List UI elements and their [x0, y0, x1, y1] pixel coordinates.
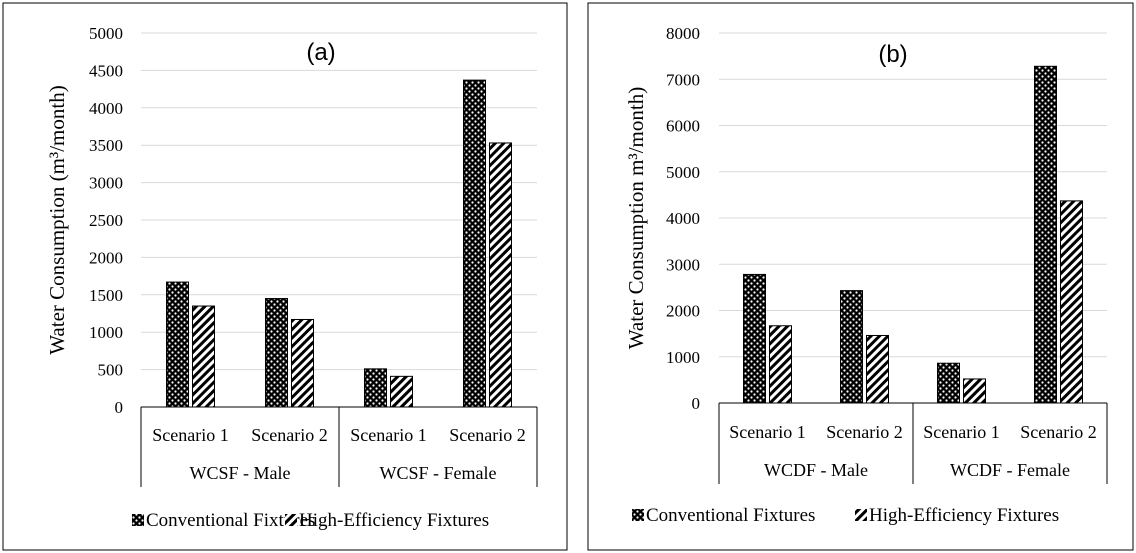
panel-a-bar-conventional: [166, 281, 189, 408]
chart-panel-a: 0 500 1000 1500 2000 2500 3000 3500 4000 4500 5000…: [2, 2, 568, 551]
panel-a-bar-conventional: [463, 79, 486, 408]
panel-a-category-label: Scenario 2: [251, 425, 327, 445]
panel-b-label: (b): [878, 41, 907, 68]
panel-b-legend-conventional-swatch: [632, 509, 644, 521]
panel-a-y-tick-label: 2500: [89, 211, 123, 230]
panel-a-category-label: Scenario 1: [350, 425, 426, 445]
panel-b-category-label: Scenario 2: [1020, 422, 1096, 442]
panel-b-legend-high-efficiency: High-Efficiency Fixtures: [869, 505, 1059, 526]
panel-a-bar-conventional: [265, 298, 288, 408]
panel-a-bar-high-efficiency: [291, 318, 314, 408]
panel-b-y-tick-label: 1000: [666, 348, 700, 367]
panel-b-legend: Conventional Fixtures High-Efficiency Fi…: [632, 505, 1059, 526]
panel-b-y-tick-label: 3000: [666, 255, 700, 274]
panel-a-bar-conventional: [364, 368, 387, 408]
panel-a-legend: Conventional Fixtures High-Efficiency Fi…: [132, 510, 489, 531]
panel-b-y-tick-label: 2000: [666, 302, 700, 321]
panel-a-y-tick-label: 0: [115, 398, 124, 417]
panel-a-legend-conventional-swatch: [132, 514, 144, 526]
panel-b-y-tick-label: 0: [692, 394, 701, 413]
chart-panel-b: 0 1000 2000 3000 4000 5000 6000 7000 8000 Scenar…: [587, 2, 1134, 551]
panel-b-bar-conventional: [937, 362, 960, 404]
panel-b-category-label: Scenario 2: [826, 422, 902, 442]
panel-b-y-tick-label: 5000: [666, 163, 700, 182]
panel-a-y-tick-label: 4500: [89, 61, 123, 80]
panel-a-legend-high-efficiency-swatch: [285, 514, 297, 526]
panel-a-category-label: Scenario 1: [152, 425, 228, 445]
panel-b-legend-high-efficiency-swatch: [855, 509, 867, 521]
panel-a-y-tick-label: 5000: [89, 24, 123, 43]
panel-a-bar-high-efficiency: [192, 305, 215, 408]
panel-b-bar-high-efficiency: [1060, 200, 1083, 404]
panel-b-y-tick-label: 6000: [666, 117, 700, 136]
panel-a-y-tick-label: 3500: [89, 136, 123, 155]
panel-a-bar-high-efficiency: [489, 142, 512, 408]
panel-a-group-label: WCSF - Male: [190, 463, 291, 483]
panel-b-category-label: Scenario 1: [729, 422, 805, 442]
panel-a-y-axis-label: Water Consumption (m³/month): [45, 85, 69, 354]
panel-b-group-label: WCDF - Male: [764, 460, 868, 480]
panel-a-y-tick-label: 3000: [89, 174, 123, 193]
panel-b-bar-high-efficiency: [866, 334, 889, 404]
panel-a-bar-high-efficiency: [390, 375, 413, 408]
panel-b-y-tick-label: 7000: [666, 70, 700, 89]
panel-b-y-tick-label: 8000: [666, 24, 700, 43]
panel-a-y-tick-label: 4000: [89, 99, 123, 118]
panel-a-category-label: Scenario 2: [449, 425, 525, 445]
panel-b-bar-conventional: [840, 290, 863, 404]
panel-b-bar-high-efficiency: [963, 378, 986, 404]
panel-a-y-tick-label: 1500: [89, 286, 123, 305]
panel-a-legend-high-efficiency: High-Efficiency Fixtures: [299, 510, 489, 531]
panel-a-group-label: WCSF - Female: [380, 463, 497, 483]
panel-b-y-tick-label: 4000: [666, 209, 700, 228]
panel-a-y-tick-label: 500: [98, 361, 124, 380]
panel-b-legend-conventional: Conventional Fixtures: [646, 505, 815, 526]
panel-a-y-tick-label: 1000: [89, 323, 123, 342]
panel-b-bar-high-efficiency: [769, 325, 792, 404]
panel-a-label: (a): [306, 39, 335, 66]
panel-a-y-tick-label: 2000: [89, 248, 123, 267]
panel-b-y-axis-label: Water Consumption m³/month): [624, 87, 648, 349]
panel-b-bar-conventional: [1034, 65, 1057, 404]
panel-b-bar-conventional: [743, 273, 766, 404]
panel-a-legend-conventional: Conventional Fixtures: [146, 510, 315, 531]
panel-b-group-label: WCDF - Female: [950, 460, 1070, 480]
panel-b-category-label: Scenario 1: [923, 422, 999, 442]
